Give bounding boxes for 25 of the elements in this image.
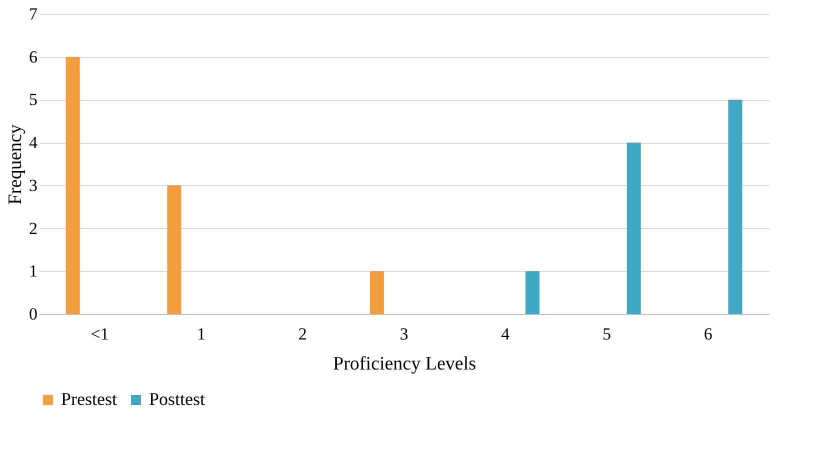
x-tick-label: <1: [90, 324, 109, 344]
bar: [167, 185, 182, 314]
x-tick-label: 3: [400, 324, 408, 344]
bar: [525, 271, 540, 314]
x-axis-title: Proficiency Levels: [333, 354, 476, 374]
y-tick-label: 2: [29, 218, 38, 238]
bar: [66, 56, 80, 314]
bar: [728, 100, 742, 314]
x-tick-label: 6: [704, 324, 712, 344]
y-tick-label: 4: [29, 133, 38, 152]
x-tick-label: 4: [501, 324, 510, 344]
y-tick-label: 0: [29, 304, 38, 324]
y-tick-label: 6: [29, 47, 38, 66]
y-axis-title: Frequency: [5, 124, 26, 205]
legend-label: Posttest: [149, 389, 206, 409]
x-tick-label: 2: [298, 324, 307, 344]
bar: [370, 271, 384, 314]
bar: [626, 142, 641, 314]
legend-label: Prestest: [61, 389, 117, 409]
x-tick-label: 1: [196, 324, 206, 344]
x-tick-label: 5: [602, 324, 612, 344]
y-tick-label: 5: [29, 90, 38, 110]
y-tick-label: 1: [29, 262, 38, 281]
y-tick-label: 3: [29, 176, 38, 195]
y-tick-label: 7: [29, 4, 38, 24]
